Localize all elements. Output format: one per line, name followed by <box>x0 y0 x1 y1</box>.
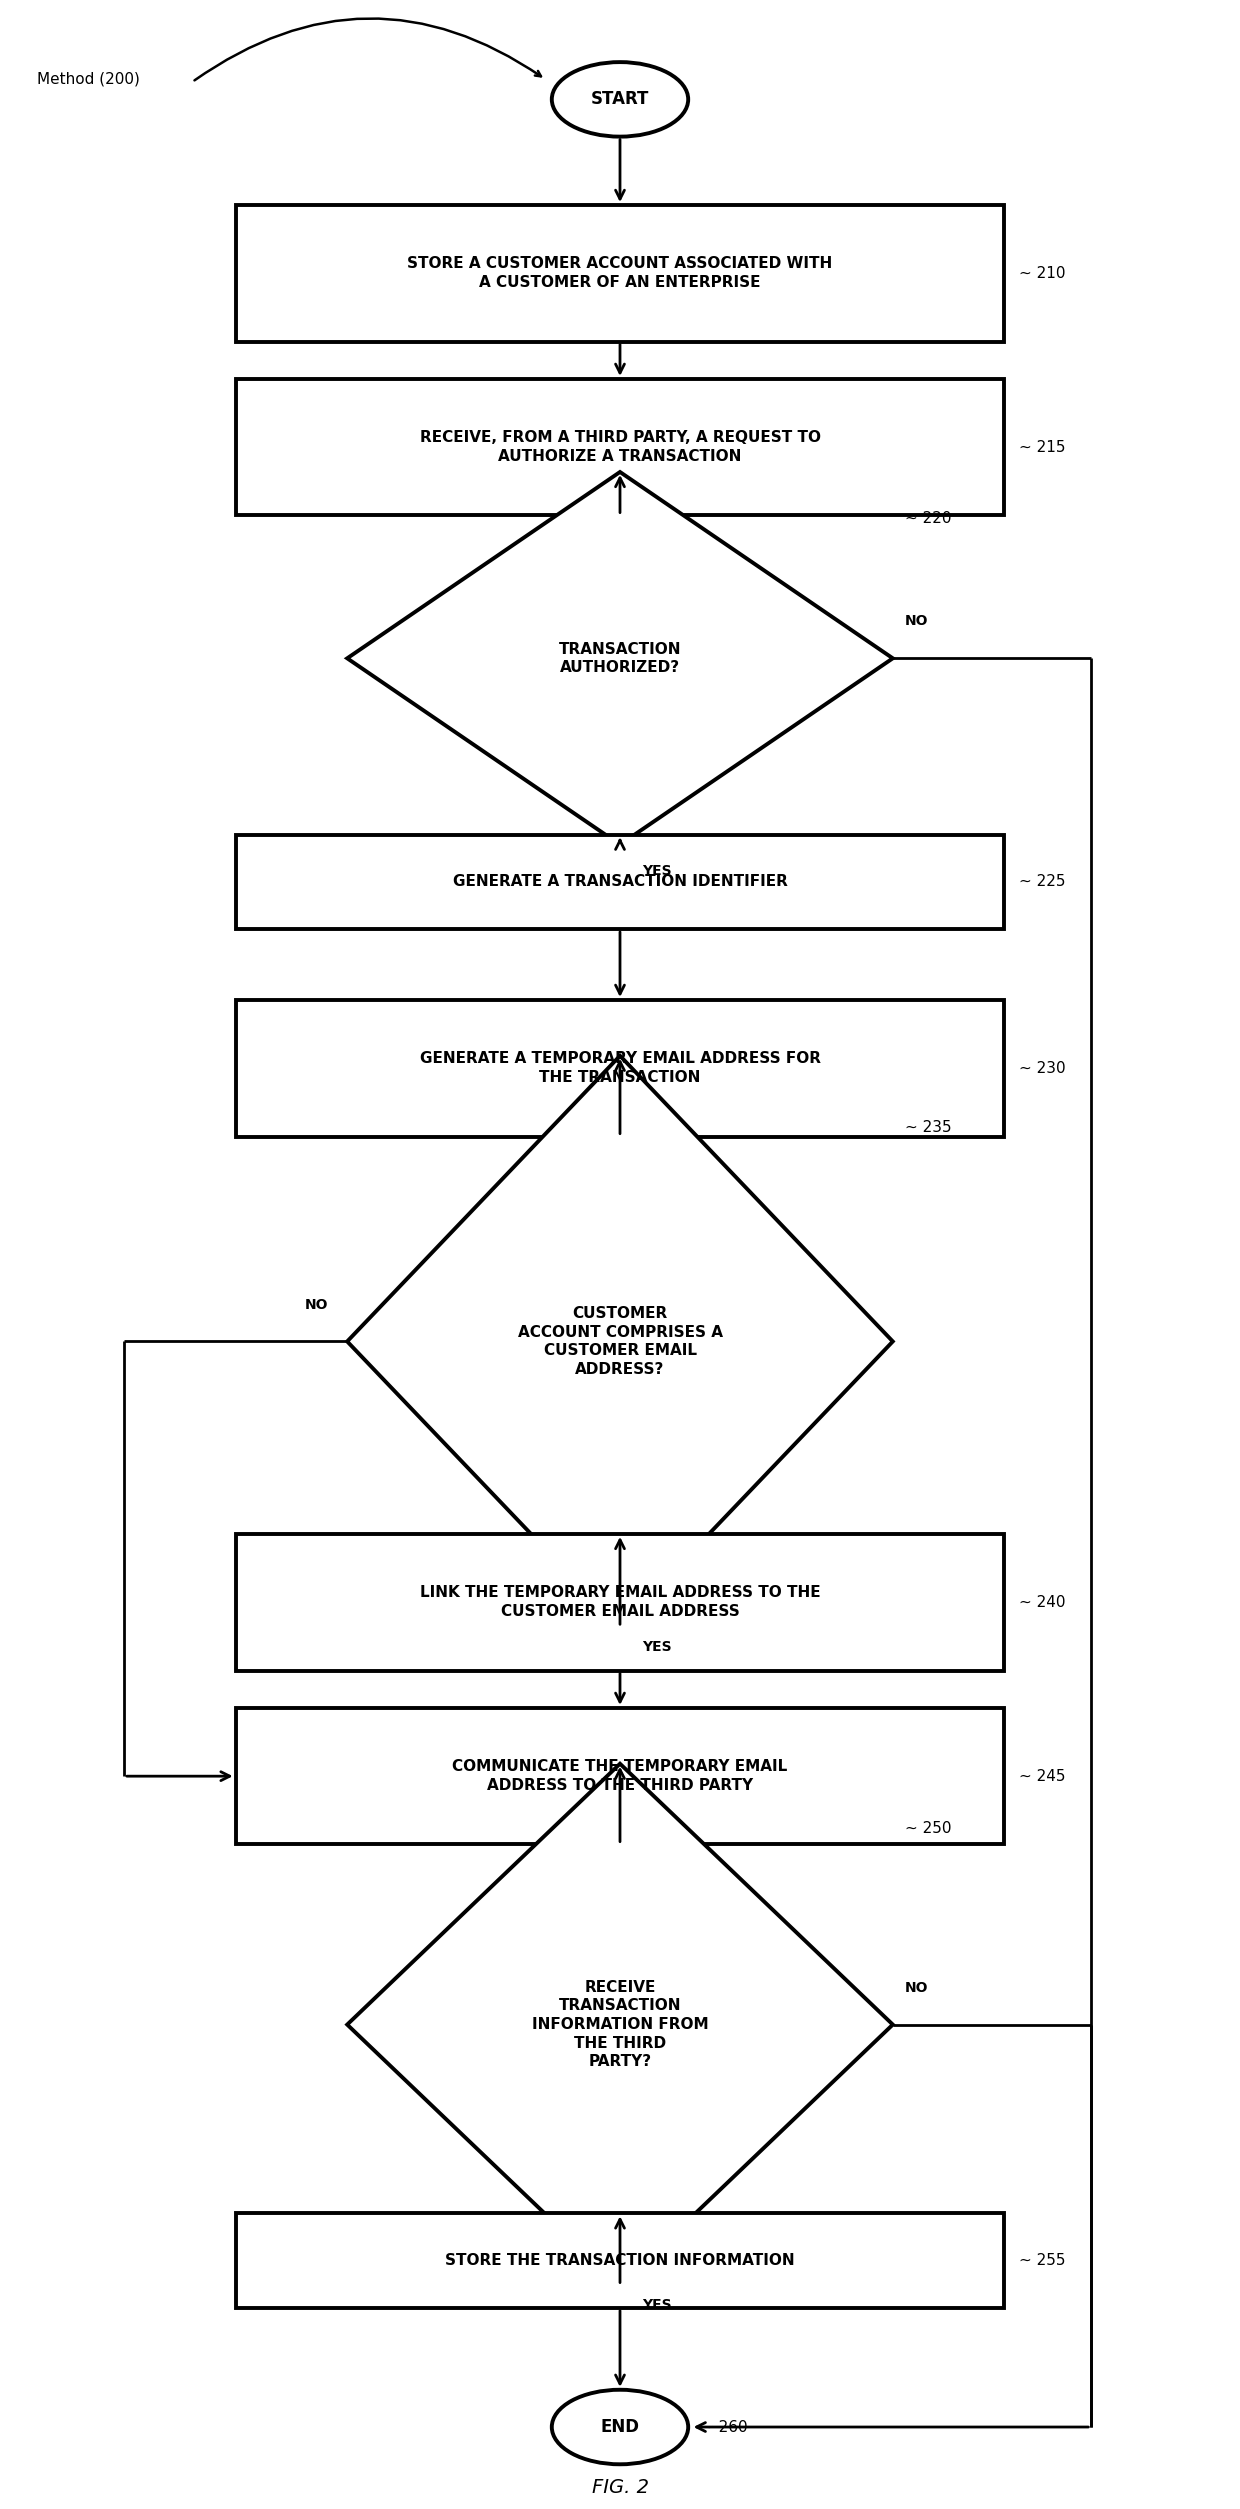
Text: NO: NO <box>905 615 929 627</box>
Text: YES: YES <box>642 2298 672 2311</box>
Text: END: END <box>600 2419 640 2436</box>
Text: COMMUNICATE THE TEMPORARY EMAIL
ADDRESS TO THE THIRD PARTY: COMMUNICATE THE TEMPORARY EMAIL ADDRESS … <box>453 1759 787 1794</box>
Text: TRANSACTION
AUTHORIZED?: TRANSACTION AUTHORIZED? <box>559 642 681 675</box>
Bar <box>236 1001 1004 1137</box>
Polygon shape <box>347 1056 893 1628</box>
Text: START: START <box>590 90 650 108</box>
Text: GENERATE A TEMPORARY EMAIL ADDRESS FOR
THE TRANSACTION: GENERATE A TEMPORARY EMAIL ADDRESS FOR T… <box>419 1051 821 1084</box>
Text: Method (200): Method (200) <box>37 73 140 88</box>
Text: STORE THE TRANSACTION INFORMATION: STORE THE TRANSACTION INFORMATION <box>445 2253 795 2268</box>
Text: YES: YES <box>642 1638 672 1653</box>
Text: FIG. 2: FIG. 2 <box>591 2476 649 2496</box>
Bar <box>236 835 1004 928</box>
Bar <box>236 1533 1004 1671</box>
Text: YES: YES <box>642 866 672 878</box>
Text: ∼ 250: ∼ 250 <box>905 1822 952 1837</box>
Text: NO: NO <box>305 1297 329 1312</box>
Text: RECEIVE, FROM A THIRD PARTY, A REQUEST TO
AUTHORIZE A TRANSACTION: RECEIVE, FROM A THIRD PARTY, A REQUEST T… <box>419 432 821 464</box>
Bar <box>236 1709 1004 1844</box>
Text: RECEIVE
TRANSACTION
INFORMATION FROM
THE THIRD
PARTY?: RECEIVE TRANSACTION INFORMATION FROM THE… <box>532 1980 708 2070</box>
Polygon shape <box>347 1764 893 2286</box>
Text: STORE A CUSTOMER ACCOUNT ASSOCIATED WITH
A CUSTOMER OF AN ENTERPRISE: STORE A CUSTOMER ACCOUNT ASSOCIATED WITH… <box>408 256 832 291</box>
Bar <box>236 2213 1004 2308</box>
Ellipse shape <box>552 63 688 135</box>
Text: ∼ 245: ∼ 245 <box>1019 1769 1066 1784</box>
Polygon shape <box>347 472 893 846</box>
Text: ∼ 225: ∼ 225 <box>1019 873 1066 888</box>
Text: ∼ 255: ∼ 255 <box>1019 2253 1066 2268</box>
Text: NO: NO <box>905 1980 929 1995</box>
Text: ∼ 220: ∼ 220 <box>905 512 952 527</box>
Text: ∼ 210: ∼ 210 <box>1019 266 1066 281</box>
Text: ∼ 230: ∼ 230 <box>1019 1061 1066 1076</box>
Text: ∼ 260: ∼ 260 <box>701 2419 748 2434</box>
Text: LINK THE TEMPORARY EMAIL ADDRESS TO THE
CUSTOMER EMAIL ADDRESS: LINK THE TEMPORARY EMAIL ADDRESS TO THE … <box>419 1586 821 1618</box>
Bar <box>236 206 1004 341</box>
Text: ∼ 240: ∼ 240 <box>1019 1596 1066 1611</box>
Text: CUSTOMER
ACCOUNT COMPRISES A
CUSTOMER EMAIL
ADDRESS?: CUSTOMER ACCOUNT COMPRISES A CUSTOMER EM… <box>517 1307 723 1377</box>
Bar <box>236 379 1004 514</box>
Text: ∼ 235: ∼ 235 <box>905 1119 952 1134</box>
Ellipse shape <box>552 2389 688 2464</box>
Text: GENERATE A TRANSACTION IDENTIFIER: GENERATE A TRANSACTION IDENTIFIER <box>453 873 787 888</box>
Text: ∼ 215: ∼ 215 <box>1019 439 1066 454</box>
